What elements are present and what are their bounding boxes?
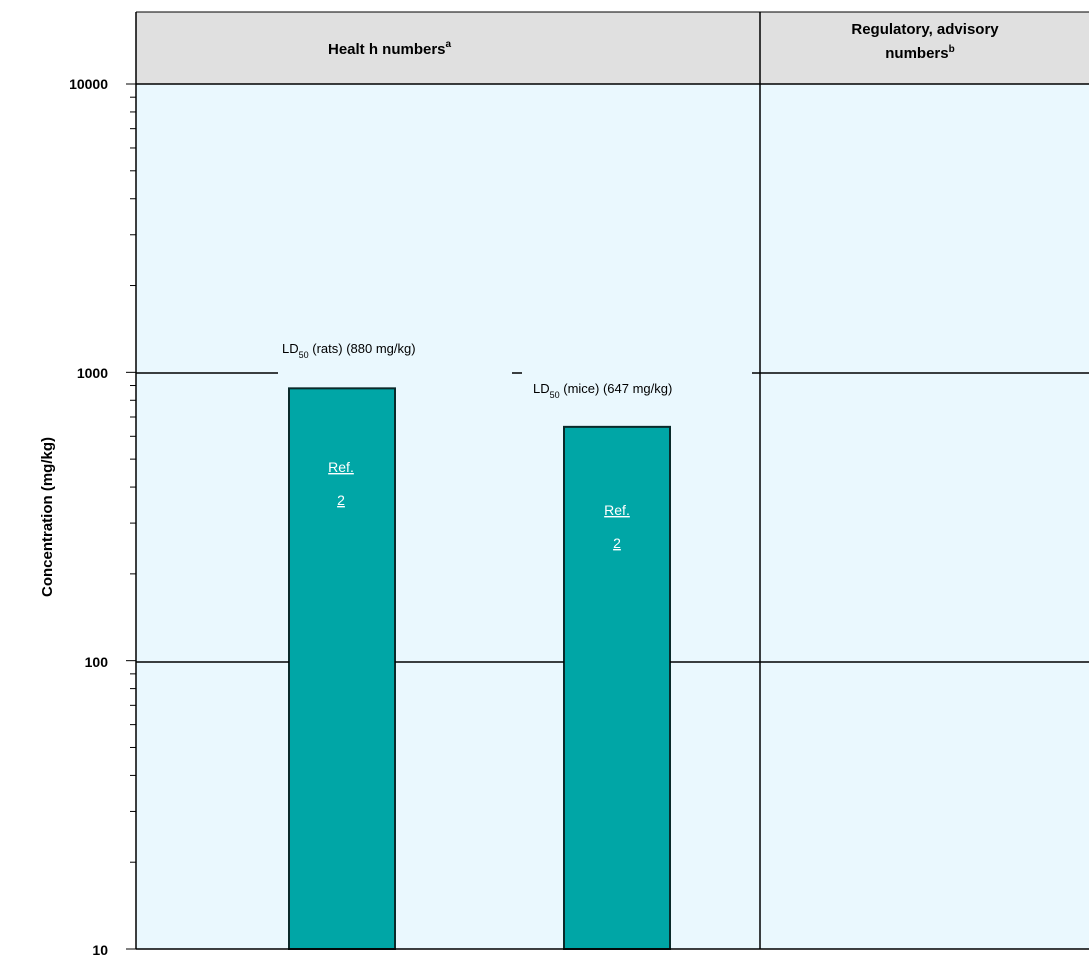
y-tick-label-10000: 10000 [69, 76, 108, 92]
header-band [136, 12, 1089, 84]
y-tick-label-10: 10 [92, 942, 108, 958]
health-numbers-footnote: a [446, 39, 452, 50]
ref-link-rats-number[interactable]: 2 [337, 492, 345, 508]
ref-link-rats[interactable]: Ref. [328, 459, 354, 475]
bar-label-ld50-mice: LD50 (mice) (647 mg/kg) [533, 381, 672, 400]
regulatory-footnote: b [949, 44, 955, 55]
y-axis-label: Concentration (mg/kg) [39, 437, 56, 597]
regulatory-header-line2: numbersb [885, 44, 954, 62]
bar-ld50-mice-fill [563, 425, 671, 950]
ref-link-mice[interactable]: Ref. [604, 502, 630, 518]
bar-label-ld50-rats: LD50 (rats) (880 mg/kg) [282, 341, 416, 360]
y-axis-ticks [126, 83, 136, 950]
ref-link-mice-number[interactable]: 2 [613, 535, 621, 551]
y-tick-label-100: 100 [85, 654, 109, 670]
health-numbers-header: Healt h numbersa [328, 39, 452, 58]
regulatory-header-line1: Regulatory, advisory [851, 21, 999, 38]
y-tick-label-1000: 1000 [77, 365, 108, 381]
bar-ld50-mice [563, 425, 671, 950]
